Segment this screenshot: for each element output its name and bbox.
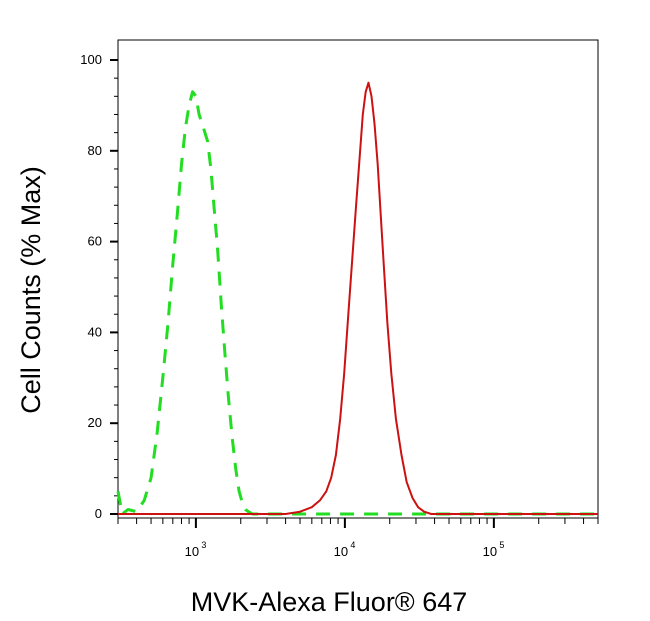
x-tick-exponent: 4	[350, 540, 355, 550]
y-axis-title: Cell Counts (% Max)	[16, 166, 46, 414]
y-tick-label: 20	[88, 415, 102, 430]
y-tick-label: 0	[95, 506, 102, 521]
x-axis-title: MVK-Alexa Fluor® 647	[191, 587, 468, 617]
y-tick-label: 60	[88, 234, 102, 249]
x-tick-label: 10	[185, 544, 199, 559]
x-tick-label: 10	[483, 544, 497, 559]
series-line-1	[116, 90, 598, 516]
series-line-2	[118, 81, 598, 515]
y-tick-label: 100	[80, 52, 102, 67]
x-tick-exponent: 5	[499, 540, 504, 550]
y-axis-ticks: 0 20 40 60 80 100	[80, 52, 118, 521]
x-tick-label: 10	[334, 544, 348, 559]
plot-frame	[117, 39, 599, 519]
y-tick-label: 40	[88, 324, 102, 339]
y-tick-label: 80	[88, 143, 102, 158]
x-axis-ticks: 10 3 10 4 10 5	[117, 518, 599, 559]
series-layer	[116, 81, 598, 516]
x-tick-exponent: 3	[201, 540, 206, 550]
